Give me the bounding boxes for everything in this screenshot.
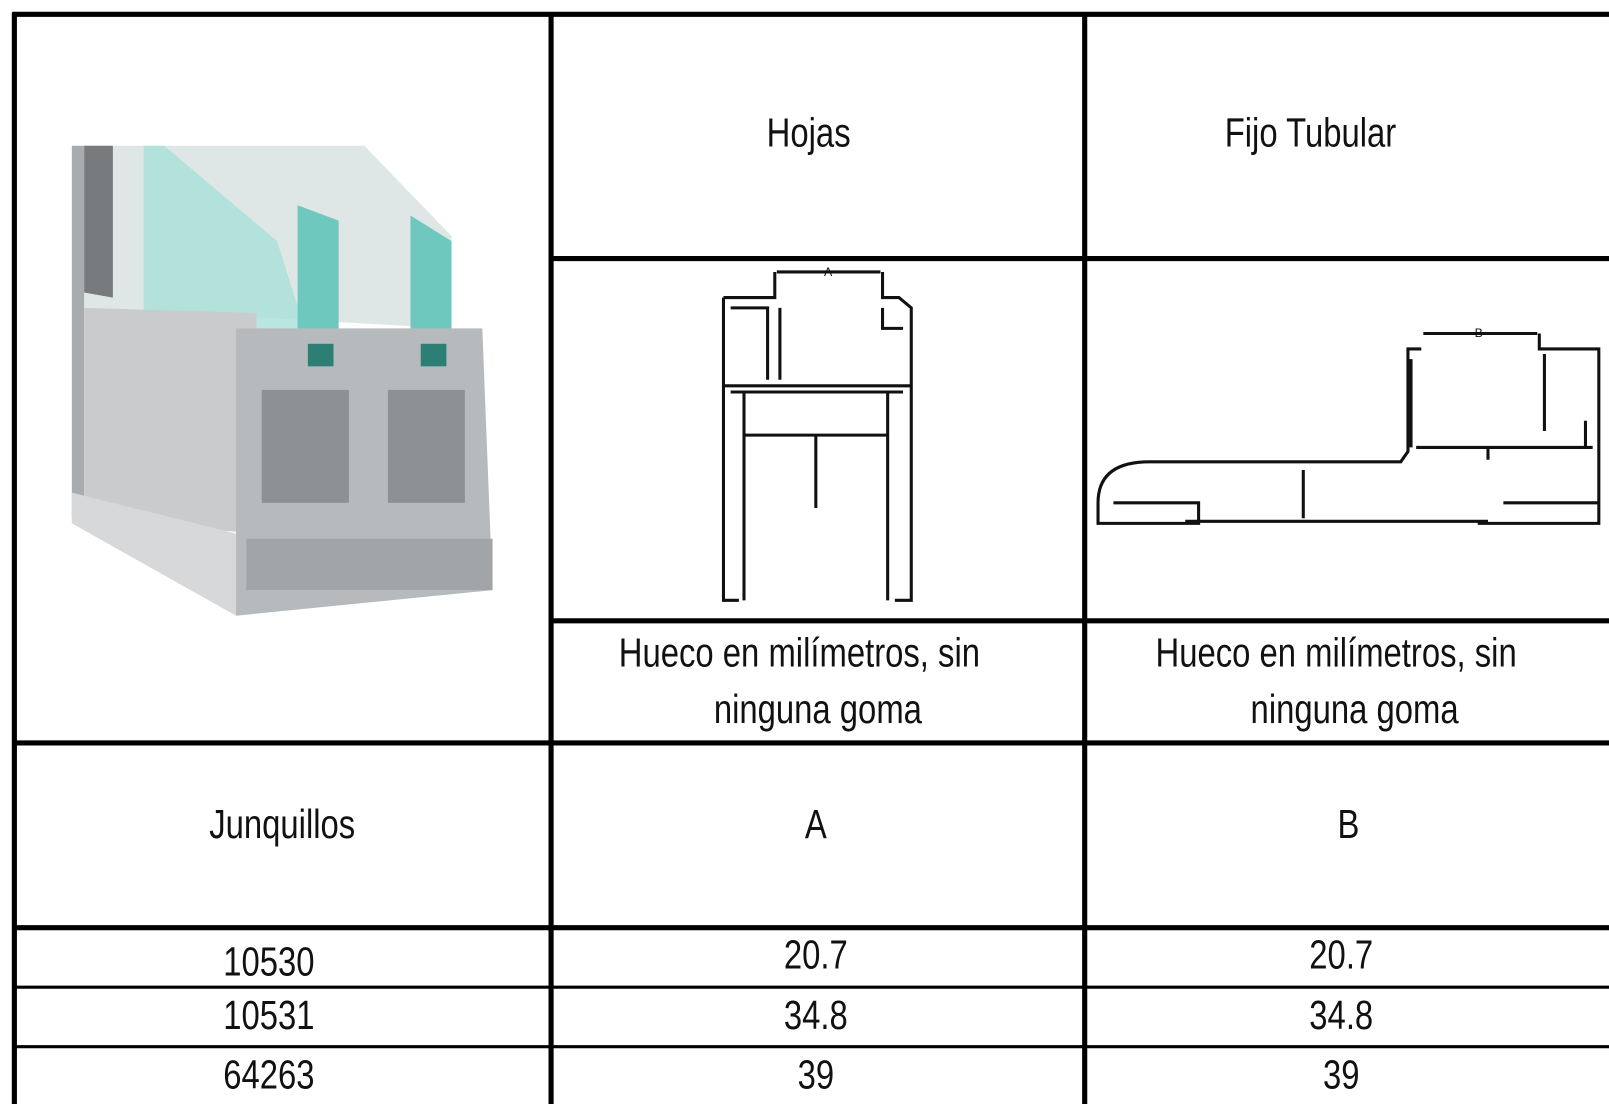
note-wrap: ninguna goma [1251, 685, 1459, 731]
note-wrap: Hueco en milímetros, sin [1156, 629, 1517, 675]
table-cell: 34.8 [1309, 991, 1373, 1037]
table-cell-wrap: 20.7 [784, 931, 848, 977]
table-cell: 10530 [223, 938, 314, 984]
table-header-wrap: A [805, 800, 827, 846]
table-cell: 10531 [223, 991, 314, 1037]
dimension-label: B [1475, 326, 1483, 340]
table-header: B [1337, 800, 1359, 846]
column-header-wrap: Fijo Tubular [1225, 109, 1397, 155]
table-cell: 20.7 [784, 931, 848, 977]
note: ninguna goma [1251, 685, 1459, 731]
table-cell-wrap: 39 [1323, 1051, 1360, 1097]
note: Hueco en milímetros, sin [1156, 629, 1517, 675]
table-cell: 20.7 [1309, 931, 1373, 977]
table-header-wrap: Junquillos [209, 800, 355, 846]
column-header-wrap: Hojas [767, 109, 851, 155]
table-cell-wrap: 39 [798, 1051, 835, 1097]
dimension-label: A [824, 265, 833, 279]
table-header-wrap: B [1337, 800, 1359, 846]
table-cell-wrap: 34.8 [784, 991, 848, 1037]
content: A B Hojas Fijo Tubular Hueco en milímetros… [11, 11, 1609, 1104]
hojas-profile [721, 270, 913, 602]
table-cell: 39 [1323, 1051, 1360, 1097]
table-cell-wrap: 10530 [223, 938, 314, 984]
table-cell: 34.8 [784, 991, 848, 1037]
fijo-profile [1096, 331, 1601, 525]
table-header: Junquillos [209, 800, 355, 846]
column-header: Fijo Tubular [1225, 109, 1397, 155]
table-cell-wrap: 34.8 [1309, 991, 1373, 1037]
table-cell-wrap: 64263 [223, 1051, 314, 1097]
table-cell-wrap: 20.7 [1309, 931, 1373, 977]
table-cell: 39 [798, 1051, 835, 1097]
note-wrap: ninguna goma [714, 685, 922, 731]
table-header: A [805, 800, 827, 846]
note: Hueco en milímetros, sin [619, 629, 980, 675]
note-wrap: Hueco en milímetros, sin [619, 629, 980, 675]
product-image [71, 145, 493, 616]
table-cell: 64263 [223, 1051, 314, 1097]
table-cell-wrap: 10531 [223, 991, 314, 1037]
table-grid [11, 11, 1609, 1104]
note: ninguna goma [714, 685, 922, 731]
column-header: Hojas [767, 109, 851, 155]
